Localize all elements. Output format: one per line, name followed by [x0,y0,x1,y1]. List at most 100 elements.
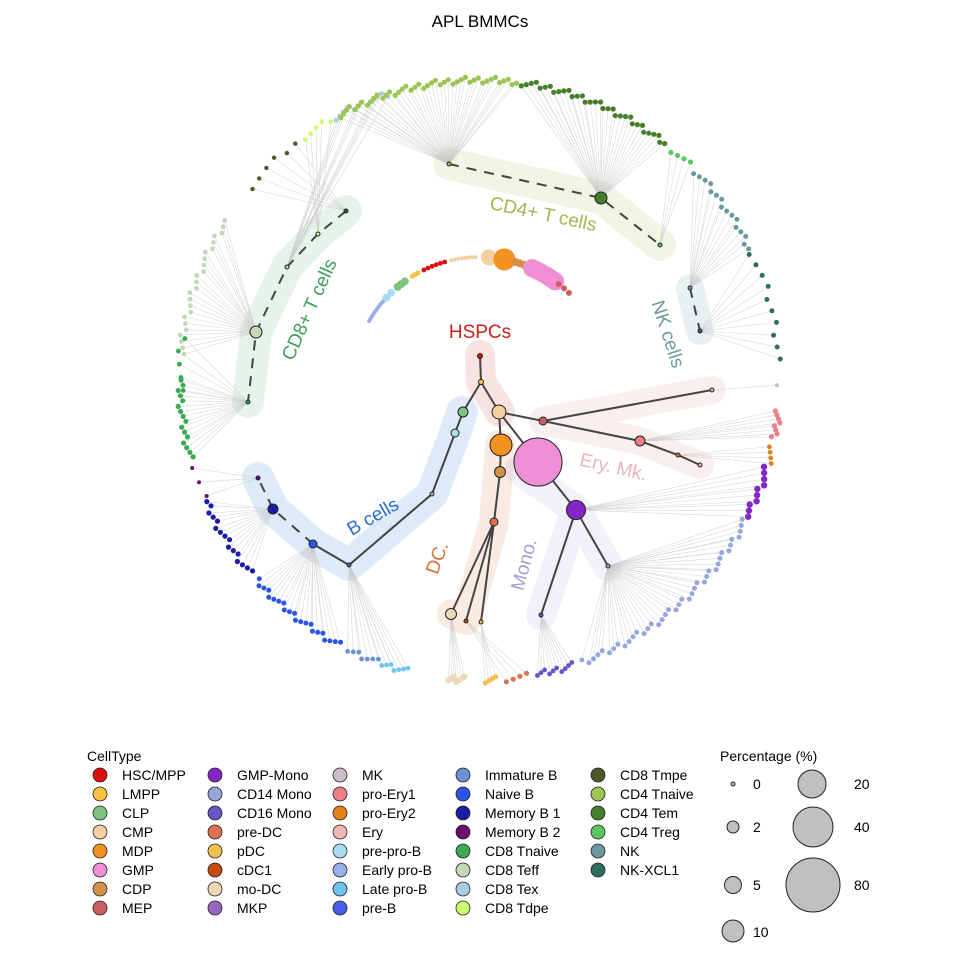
leaf-cell-dot [659,617,665,623]
leaf-cell-dot [551,89,557,95]
node-cd8-tex [284,264,290,270]
leaf-connector [247,508,274,569]
leaf-cell-dot [687,159,694,165]
leaf-connector [639,436,772,442]
leaf-connector [600,134,655,199]
leaf-connector [480,621,490,681]
leaf-cell-dot [313,125,319,130]
leaf-connector [183,401,249,417]
legend-swatch [455,881,471,897]
leaf-cell-dot [190,466,195,470]
leaf-cell-dot [391,668,397,673]
leaf-cell-dot [180,382,186,388]
leaf-connector [186,401,249,448]
leaf-cell-dot [673,607,679,613]
leaf-connector [199,477,259,483]
leaf-cell-dot [634,122,641,128]
leaf-cell-dot [501,78,507,84]
leaf-connector [312,543,318,633]
leaf-cell-dot [765,283,771,289]
leaf-cell-dot [696,174,702,180]
edge-nk [689,287,701,332]
legend-label: Late pro-B [362,881,427,897]
leaf-connector [242,508,274,565]
leaf-cell-dot [450,81,456,87]
leaf-connector [423,88,450,165]
legend-label: CD14 Mono [237,786,312,802]
leaf-cell-dot [190,454,196,460]
size-circle-0 [730,781,736,787]
hspc-leaf-dot [473,255,478,260]
leaf-cell-dot [479,80,486,86]
leaf-cell-dot [355,103,361,109]
leaf-cell-dot [467,79,473,85]
hspc-leaf-dot [463,255,467,260]
leaf-connector [540,614,554,672]
leaf-connector [689,210,727,289]
leaf-cell-dot [249,568,256,574]
size-circle-5 [724,876,742,894]
leaf-cell-dot [668,149,674,156]
legend-label: MDP [122,843,153,859]
leaf-cell-dot [287,609,292,615]
leaf-cell-dot [719,204,724,210]
legend-swatch [207,767,223,783]
leaf-connector [398,92,450,165]
leaf-connector [286,96,389,268]
leaf-connector [448,79,450,165]
leaf-connector [689,248,749,289]
legend-label: MEP [122,900,152,916]
figure-title: APL BMMCs [432,12,529,31]
leaf-connector [689,236,746,289]
leaf-cell-dot [482,680,488,686]
legend-swatch [207,843,223,859]
leaf-connector [448,79,509,165]
legend-swatch [332,843,348,859]
hspc-leaf-dot [561,285,567,292]
node-cd8-tdpe [315,231,321,237]
hspc-leaf-dot [442,259,448,265]
leaf-connector [689,244,745,289]
leaf-cell-dot [421,85,427,91]
leaf-cell-dot [754,485,761,493]
node-cd8-tmpe [343,208,349,214]
leaf-connector [607,565,663,620]
legend-label: GMP [122,862,154,878]
leaf-cell-dot [206,510,212,516]
leaf-cell-dot [235,551,241,557]
leaf-cell-dot [753,498,760,505]
leaf-connector [185,401,249,422]
leaf-cell-dot [509,82,515,88]
leaf-cell-dot [569,94,575,100]
leaf-cell-dot [736,534,742,540]
legend-swatch [455,862,471,878]
legend-swatch [590,843,606,859]
leaf-connector [187,401,249,438]
leaf-connector [184,316,257,333]
legend-swatch [332,881,348,897]
legend-swatch [332,862,348,878]
leaf-connector [268,543,314,598]
leaf-cell-dot [645,626,651,632]
leaf-connector [286,111,344,268]
leaf-cell-dot [222,533,228,539]
legend-swatch [590,805,606,821]
leaf-cell-dot [713,567,719,573]
legend-swatch [207,805,223,821]
leaf-connector [284,543,314,611]
size-label-0: 0 [753,776,761,792]
leaf-cell-dot [726,548,732,554]
node-gmp [513,437,563,487]
leaf-cell-dot [187,290,193,296]
leaf-cell-dot [188,303,193,309]
leaf-connector [184,331,257,355]
leaf-cell-dot [542,84,548,90]
size-legend: Percentage (%) 0 2 5 10 20 40 80 [720,748,870,943]
legend-label: Naive B [485,786,534,802]
leaf-cell-dot [266,587,272,593]
leaf-connector [575,484,765,511]
node-cd4-tnaive [446,161,452,167]
leaf-connector [305,139,319,235]
legend-label: CD4 Tem [620,805,678,821]
leaf-connector [639,433,778,442]
